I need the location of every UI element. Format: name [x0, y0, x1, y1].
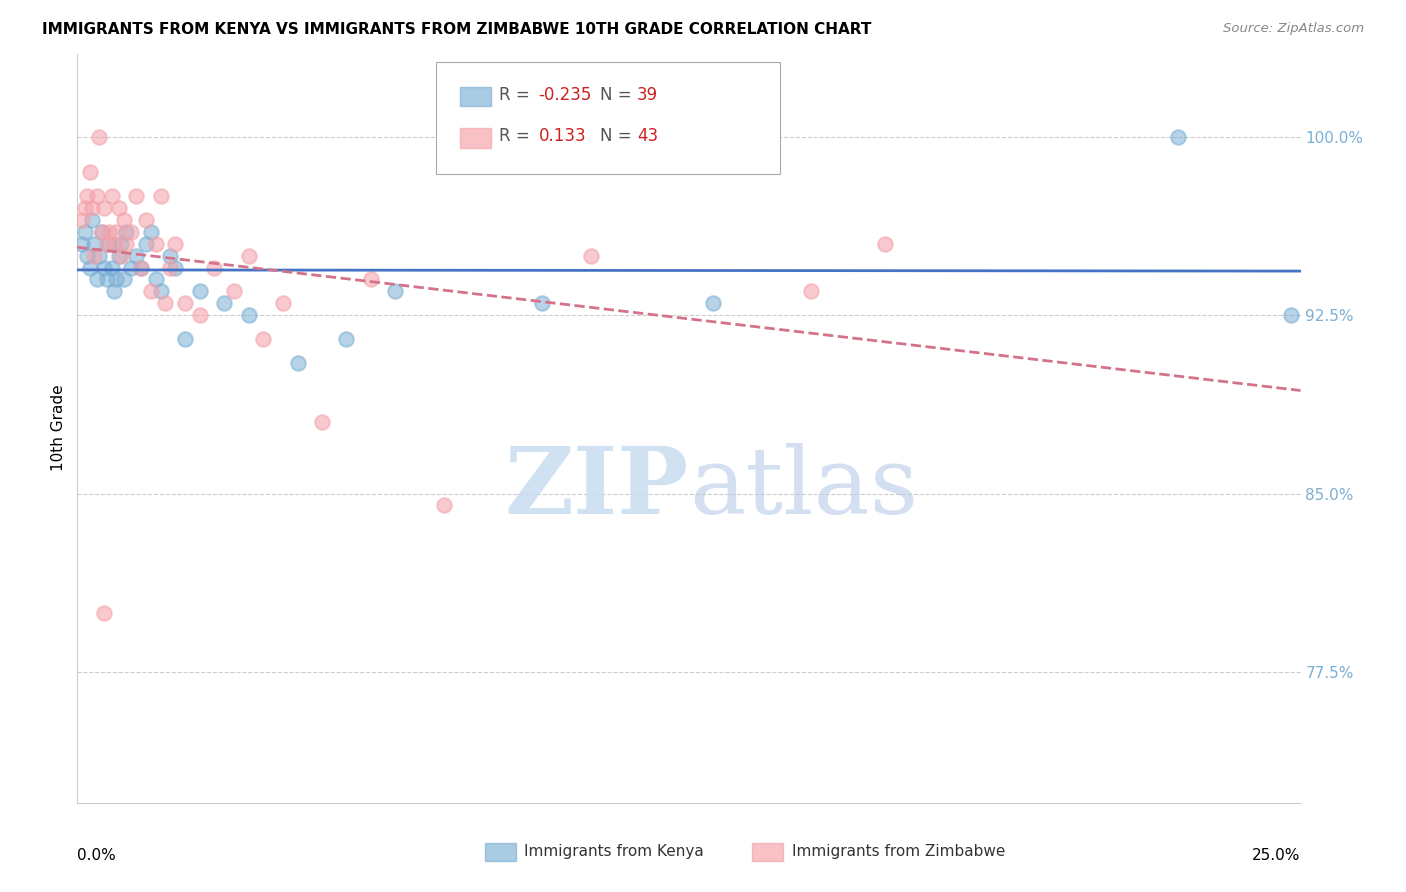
Point — [80, 201, 103, 215]
Point — [433, 499, 456, 513]
Text: -0.235: -0.235 — [538, 86, 592, 103]
Point — [86, 189, 108, 203]
Point — [98, 236, 121, 251]
Point — [93, 201, 115, 215]
Point — [165, 236, 187, 251]
Point — [86, 272, 108, 286]
Point — [90, 225, 112, 239]
Point — [125, 249, 148, 263]
Point — [108, 249, 131, 263]
Point — [238, 308, 260, 322]
Point — [120, 225, 142, 239]
Point — [155, 296, 177, 310]
Point — [96, 236, 118, 251]
Point — [115, 236, 138, 251]
Point — [165, 260, 187, 275]
Point — [112, 272, 135, 286]
Text: Immigrants from Kenya: Immigrants from Kenya — [524, 845, 704, 859]
Text: R =: R = — [499, 86, 536, 103]
Point — [149, 189, 172, 203]
Point — [103, 236, 125, 251]
Text: atlas: atlas — [689, 443, 918, 533]
Point — [105, 225, 128, 239]
Point — [125, 189, 148, 203]
Point — [188, 308, 211, 322]
Point — [222, 285, 245, 299]
Point — [174, 332, 197, 346]
Point — [174, 296, 197, 310]
Point — [139, 285, 162, 299]
Point — [212, 296, 235, 310]
Point — [108, 201, 131, 215]
Point — [98, 225, 121, 239]
Point — [159, 249, 181, 263]
Point — [115, 225, 138, 239]
Text: 0.133: 0.133 — [538, 128, 586, 145]
Text: R =: R = — [499, 128, 540, 145]
Point — [135, 236, 157, 251]
Point — [531, 296, 554, 310]
Point — [90, 225, 112, 239]
Point — [70, 213, 93, 227]
Text: 0.0%: 0.0% — [77, 847, 117, 863]
Point — [149, 285, 172, 299]
Point — [873, 236, 896, 251]
Point — [129, 260, 152, 275]
Text: IMMIGRANTS FROM KENYA VS IMMIGRANTS FROM ZIMBABWE 10TH GRADE CORRELATION CHART: IMMIGRANTS FROM KENYA VS IMMIGRANTS FROM… — [42, 22, 872, 37]
Point — [702, 296, 724, 310]
Point — [80, 213, 103, 227]
Point — [73, 201, 96, 215]
Point — [73, 225, 96, 239]
Point — [202, 260, 225, 275]
Point — [89, 129, 111, 144]
Point — [1167, 129, 1189, 144]
Point — [76, 189, 98, 203]
Point — [70, 236, 93, 251]
Point — [110, 236, 132, 251]
Text: 39: 39 — [637, 86, 658, 103]
Text: Source: ZipAtlas.com: Source: ZipAtlas.com — [1223, 22, 1364, 36]
Text: Immigrants from Zimbabwe: Immigrants from Zimbabwe — [792, 845, 1005, 859]
Point — [335, 332, 357, 346]
Point — [110, 249, 132, 263]
Point — [103, 285, 125, 299]
Point — [76, 249, 98, 263]
Point — [96, 272, 118, 286]
Point — [271, 296, 294, 310]
Point — [112, 213, 135, 227]
Text: N =: N = — [600, 128, 637, 145]
Point — [1279, 308, 1302, 322]
Point — [252, 332, 274, 346]
Point — [93, 606, 115, 620]
Point — [287, 356, 309, 370]
Text: N =: N = — [600, 86, 637, 103]
Point — [800, 285, 823, 299]
Point — [120, 260, 142, 275]
Point — [83, 249, 105, 263]
Text: 43: 43 — [637, 128, 658, 145]
Y-axis label: 10th Grade: 10th Grade — [51, 384, 66, 472]
Point — [311, 415, 333, 429]
Point — [159, 260, 181, 275]
Point — [83, 236, 105, 251]
Point — [188, 285, 211, 299]
Point — [145, 236, 167, 251]
Point — [384, 285, 406, 299]
Text: 25.0%: 25.0% — [1253, 847, 1301, 863]
Point — [129, 260, 152, 275]
Point — [579, 249, 602, 263]
Point — [135, 213, 157, 227]
Point — [100, 260, 122, 275]
Text: ZIP: ZIP — [505, 443, 689, 533]
Point — [139, 225, 162, 239]
Point — [79, 165, 101, 179]
Point — [93, 260, 115, 275]
Point — [145, 272, 167, 286]
Point — [79, 260, 101, 275]
Point — [238, 249, 260, 263]
Point — [89, 249, 111, 263]
Point — [105, 272, 128, 286]
Point — [100, 189, 122, 203]
Point — [360, 272, 382, 286]
